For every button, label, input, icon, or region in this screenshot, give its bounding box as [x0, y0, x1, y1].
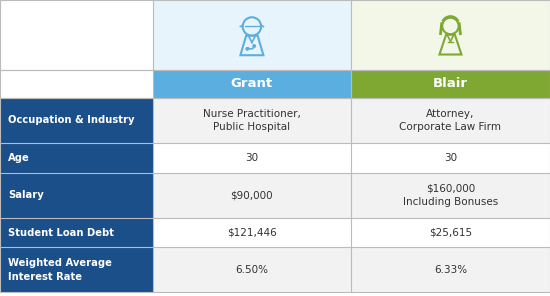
Bar	[0, 98, 153, 143]
Text: Nurse Practitioner,
Public Hospital: Nurse Practitioner, Public Hospital	[203, 109, 301, 132]
Bar	[351, 98, 550, 143]
Text: 6.33%: 6.33%	[434, 265, 467, 275]
Bar	[153, 98, 351, 143]
Bar	[351, 218, 550, 247]
Bar	[153, 143, 351, 173]
Bar	[0, 173, 153, 218]
Bar	[351, 0, 550, 70]
Bar	[351, 143, 550, 173]
Bar	[153, 0, 351, 70]
Text: 6.50%: 6.50%	[235, 265, 268, 275]
Bar	[0, 218, 153, 247]
Text: $121,446: $121,446	[227, 228, 277, 237]
Text: Student Loan Debt: Student Loan Debt	[8, 228, 114, 237]
Bar	[351, 173, 550, 218]
Text: Age: Age	[8, 153, 30, 163]
Text: Grant: Grant	[231, 77, 273, 90]
Text: Salary: Salary	[8, 190, 44, 200]
Text: 30: 30	[245, 153, 258, 163]
Text: $160,000
Including Bonuses: $160,000 Including Bonuses	[403, 184, 498, 207]
Text: $90,000: $90,000	[230, 190, 273, 200]
Bar	[153, 70, 351, 98]
Bar	[153, 218, 351, 247]
Bar	[0, 143, 153, 173]
Bar	[0, 247, 153, 292]
Bar	[351, 70, 550, 98]
Bar	[153, 173, 351, 218]
Text: $25,615: $25,615	[429, 228, 472, 237]
Text: 30: 30	[444, 153, 457, 163]
Text: Attorney,
Corporate Law Firm: Attorney, Corporate Law Firm	[399, 109, 502, 132]
Circle shape	[246, 48, 249, 50]
Text: Occupation & Industry: Occupation & Industry	[8, 115, 135, 125]
Text: Blair: Blair	[433, 77, 468, 90]
Bar	[153, 247, 351, 292]
Bar	[0, 0, 153, 70]
Circle shape	[253, 45, 256, 47]
Bar	[351, 247, 550, 292]
Text: Weighted Average
Interest Rate: Weighted Average Interest Rate	[8, 258, 112, 281]
